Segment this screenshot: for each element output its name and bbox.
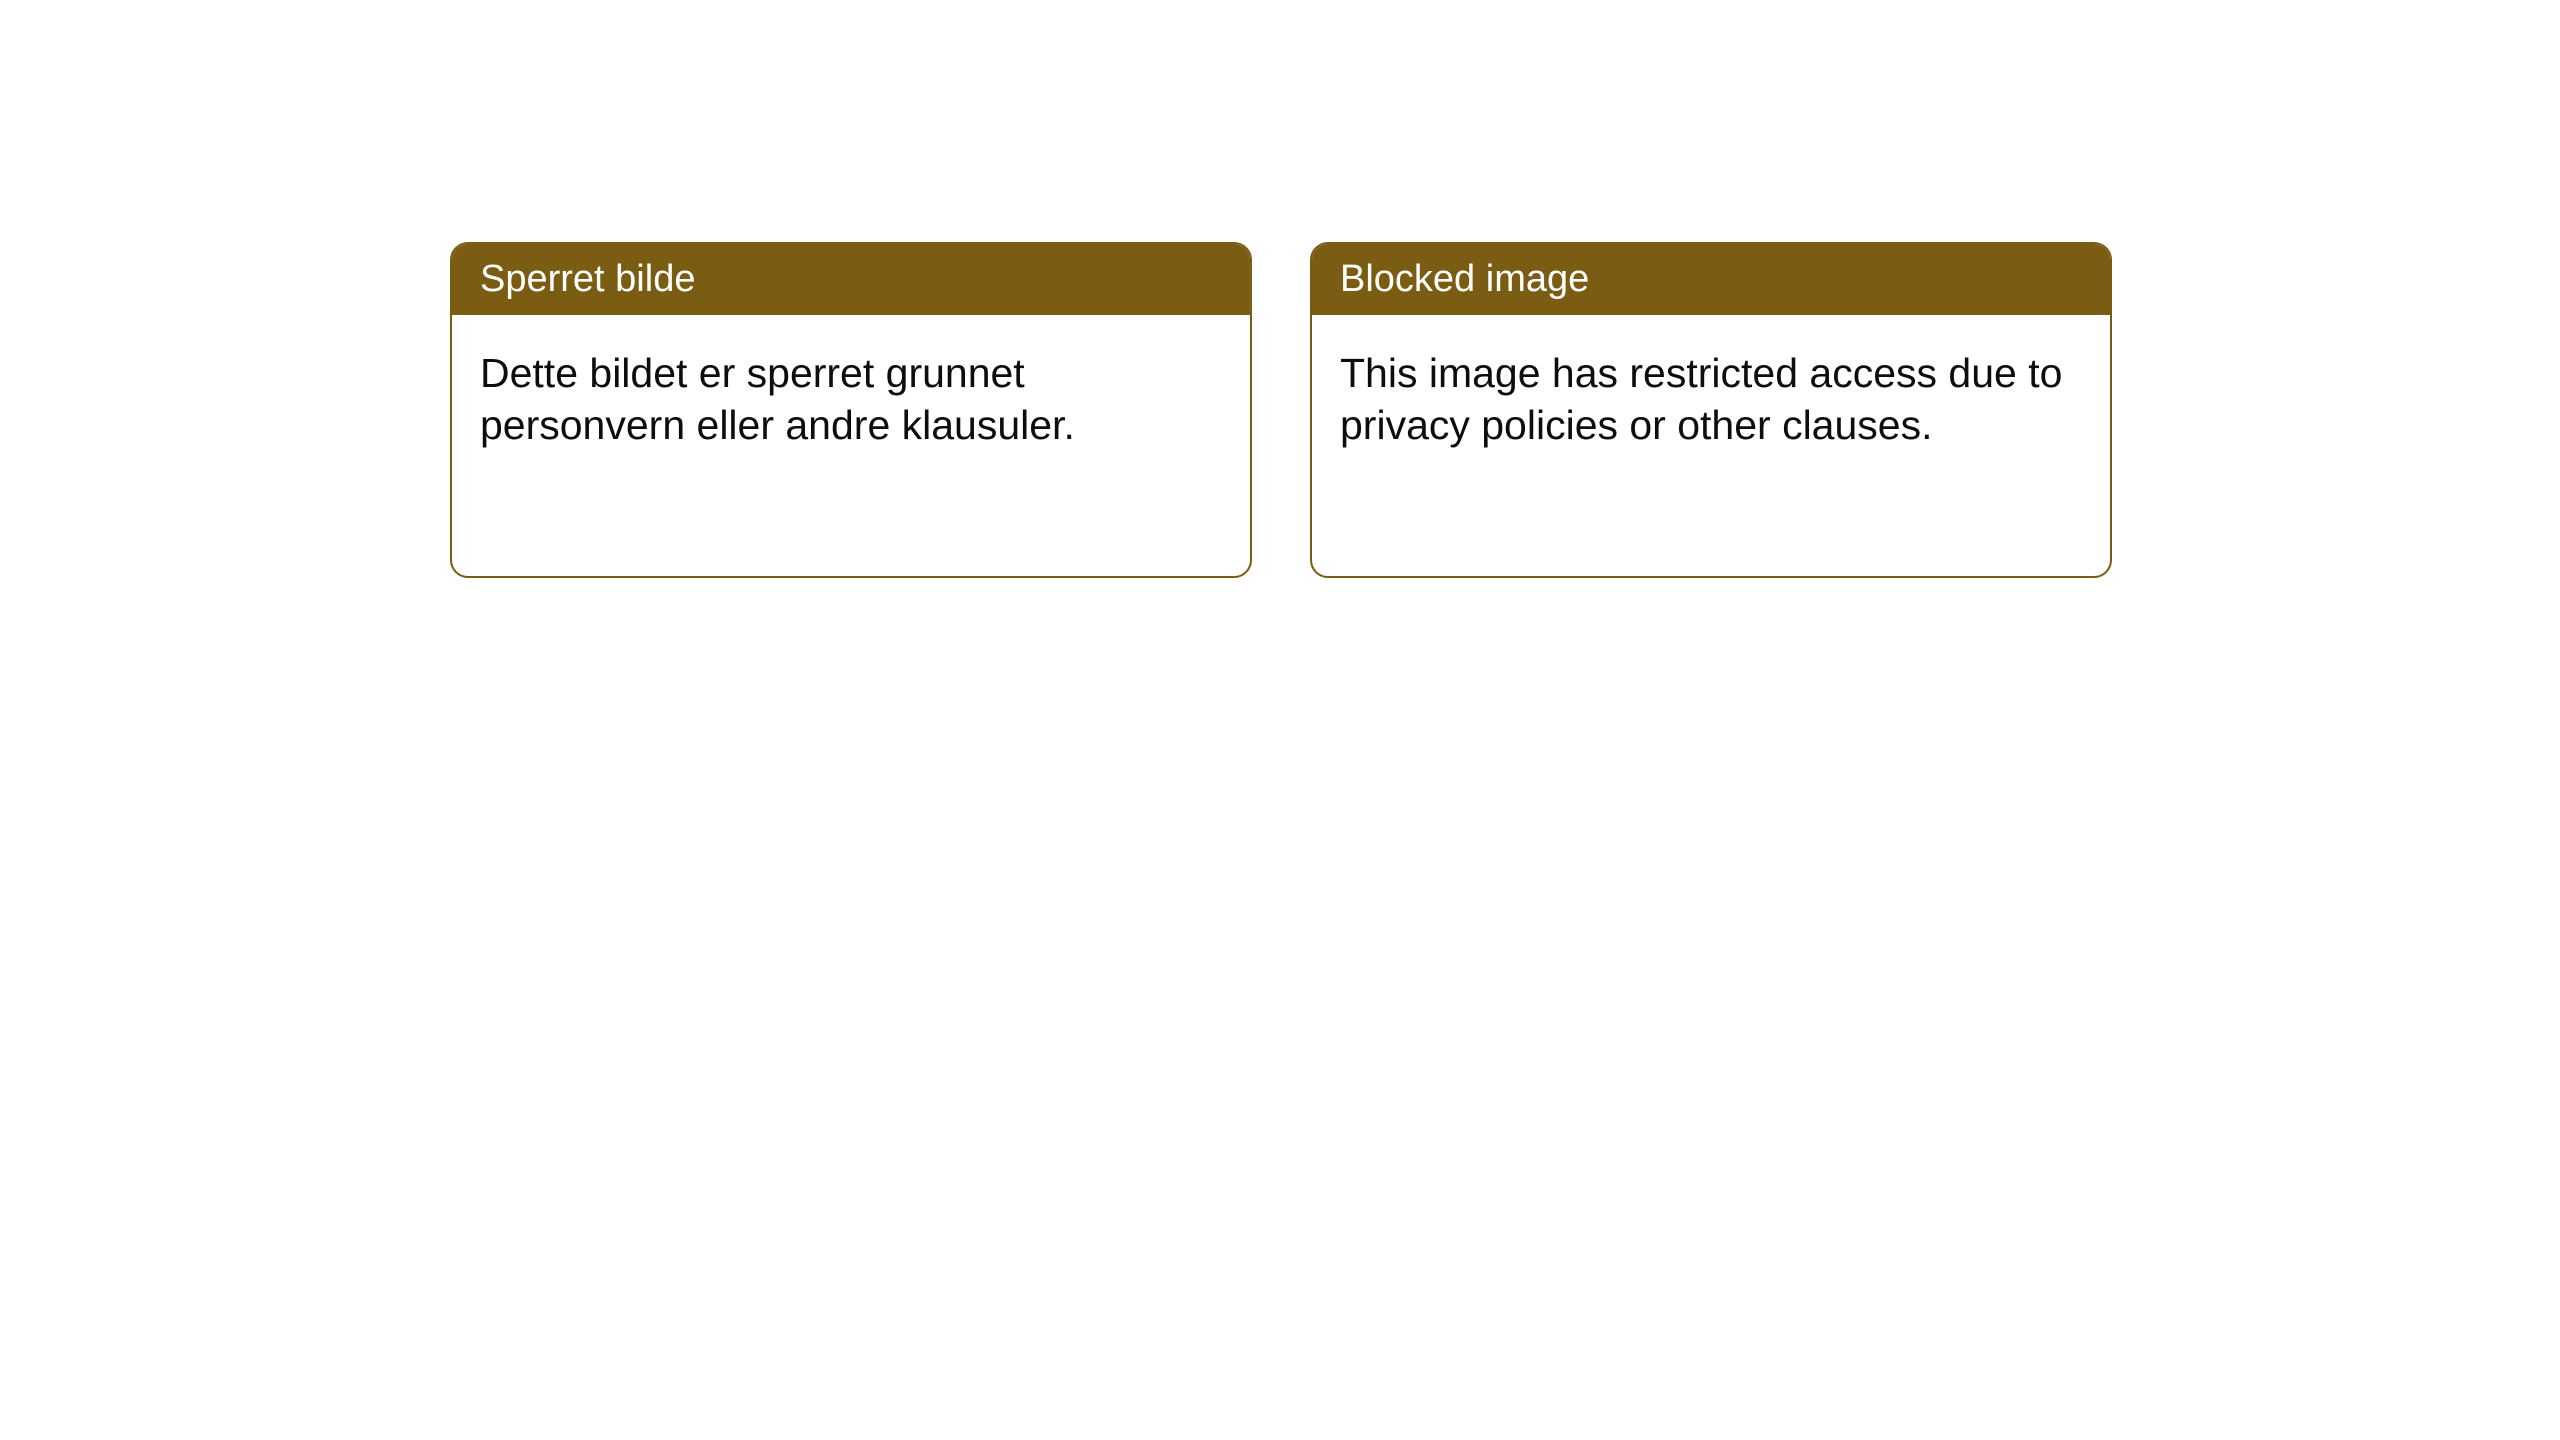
notice-title: Blocked image [1340, 258, 1589, 300]
notice-title: Sperret bilde [480, 258, 695, 300]
notice-header: Sperret bilde [452, 244, 1250, 315]
notice-card-english: Blocked image This image has restricted … [1310, 242, 2112, 578]
notice-card-norwegian: Sperret bilde Dette bildet er sperret gr… [450, 242, 1252, 578]
notice-header: Blocked image [1312, 244, 2110, 315]
notice-body-text: This image has restricted access due to … [1340, 350, 2062, 448]
notice-container: Sperret bilde Dette bildet er sperret gr… [450, 242, 2112, 578]
notice-body-text: Dette bildet er sperret grunnet personve… [480, 350, 1075, 448]
notice-body: This image has restricted access due to … [1312, 315, 2110, 484]
notice-body: Dette bildet er sperret grunnet personve… [452, 315, 1250, 484]
